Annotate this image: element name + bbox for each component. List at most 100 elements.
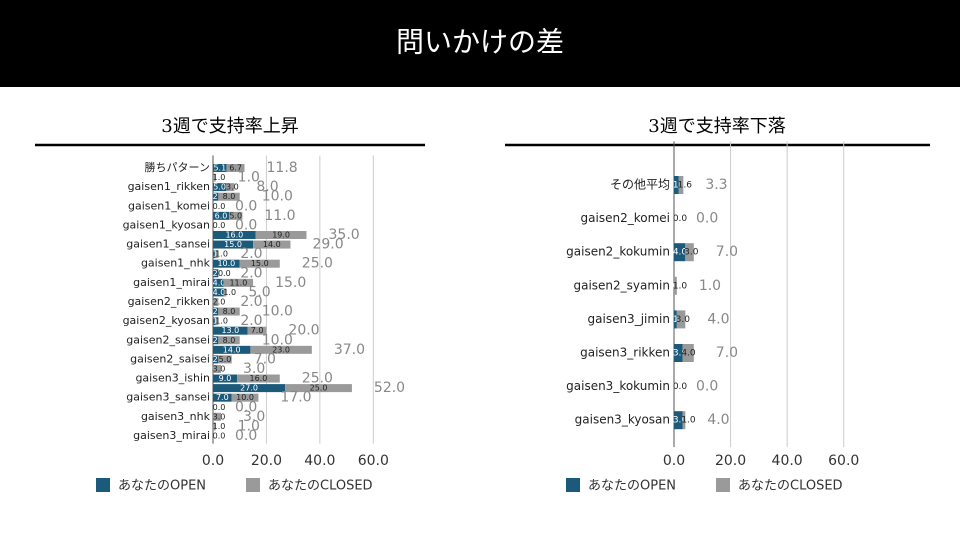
segment-label: 5.0 (213, 183, 226, 192)
segment-label: 0.0 (673, 382, 688, 392)
segment-label: 1.0 (681, 416, 696, 426)
bar-segment (213, 259, 240, 268)
total-label: 11.0 (264, 208, 295, 224)
total-label: 35.0 (329, 227, 360, 243)
category-label: 勝ちパターン (145, 160, 210, 174)
bar-segment (685, 243, 694, 262)
bar-segment (674, 176, 679, 194)
category-label: gaisen2_komei (581, 211, 670, 225)
total-label: 20.0 (288, 323, 319, 339)
total-label: 29.0 (312, 237, 343, 253)
bar-segment (218, 307, 240, 316)
segment-label: 4.0 (673, 248, 688, 258)
segment-label: 0.0 (213, 422, 226, 431)
total-label: 17.0 (280, 390, 311, 406)
bar-segment (231, 393, 259, 402)
category-label: gaisen3_kokumin (566, 379, 670, 393)
bar-segment (213, 374, 238, 383)
category-label: gaisen3_nhk (141, 410, 211, 423)
legend-swatch (246, 478, 260, 492)
bar-segment (213, 173, 216, 182)
segment-label: 5.1 (213, 164, 226, 173)
segment-label: 13.0 (221, 326, 239, 335)
category-label: gaisen3_ishin (135, 372, 210, 385)
bar-segment (218, 355, 232, 364)
segment-label: 7.0 (251, 326, 264, 335)
bar-segment (218, 192, 240, 201)
segment-label: 3.0 (673, 416, 688, 426)
x-tick-label: 60.0 (358, 453, 389, 469)
bar-segment (247, 326, 267, 335)
segment-label: 0.0 (213, 403, 226, 412)
total-label: 3.0 (243, 409, 265, 425)
bar-segment (226, 164, 245, 172)
bar-segment (213, 211, 230, 220)
total-label: 4.0 (707, 311, 729, 327)
bar-segment (213, 240, 254, 249)
bar-segment (213, 384, 286, 393)
segment-label: 8.0 (223, 307, 236, 316)
segment-label: 7.0 (216, 393, 229, 402)
segment-label: 6.0 (215, 211, 228, 220)
segment-label: 14.0 (263, 240, 281, 249)
total-label: 1.0 (238, 418, 260, 434)
total-label: 11.8 (267, 160, 298, 176)
bar-segment (213, 355, 219, 364)
total-label: 3.3 (705, 177, 727, 193)
bar-segment (213, 364, 222, 373)
bar-segment (682, 344, 694, 362)
category-label: gaisen1_mirai (133, 276, 210, 289)
bar-segment (213, 278, 224, 287)
segment-label: 27.0 (240, 384, 258, 393)
segment-label: 0.0 (213, 403, 226, 412)
x-tick-label: 20.0 (715, 453, 746, 469)
category-label: gaisen3_kyosan (575, 413, 670, 427)
chart-title: 3週で支持率上昇 (161, 116, 298, 137)
total-label: 10.0 (262, 332, 293, 348)
total-label: 25.0 (302, 371, 333, 387)
x-tick-label: 40.0 (772, 453, 803, 469)
segment-label: 6.7 (229, 164, 242, 173)
segment-label: 3.0 (213, 412, 226, 421)
bar-segment (213, 192, 219, 201)
bar-segment (229, 211, 243, 220)
total-label: 3.0 (243, 361, 265, 377)
x-tick-label: 0.0 (663, 453, 685, 469)
segment-label: 2.0 (213, 297, 226, 306)
total-label: 5.0 (248, 284, 270, 300)
segment-label: 1.0 (673, 281, 688, 291)
segment-label: 5.0 (229, 211, 242, 220)
bar-segment (213, 326, 248, 335)
bar-segment (213, 422, 216, 431)
total-label: 7.0 (716, 244, 738, 260)
category-label: gaisen3_rikken (580, 346, 670, 360)
segment-label: 3.0 (226, 183, 239, 192)
segment-label: 0.0 (218, 269, 231, 278)
category-label: その他平均 (610, 178, 670, 192)
segment-label: 3.0 (213, 364, 226, 373)
total-label: 7.0 (716, 345, 738, 361)
total-label: 52.0 (374, 380, 405, 396)
segment-label: 8.0 (223, 336, 236, 345)
bar-segment (674, 276, 677, 295)
segment-label: 0.0 (673, 214, 688, 224)
segment-label: 0.0 (213, 431, 226, 440)
category-label: gaisen3_mirai (133, 429, 210, 442)
legend-swatch (716, 478, 730, 492)
segment-label: 1.0 (223, 288, 236, 297)
x-tick-label: 60.0 (828, 453, 859, 469)
category-label: gaisen1_nhk (141, 257, 211, 270)
total-label: 10.0 (262, 304, 293, 320)
segment-label: 10.0 (217, 259, 235, 268)
segment-label: 0.0 (673, 281, 688, 291)
segment-label: 1.0 (213, 250, 226, 259)
bar-segment (674, 243, 686, 262)
category-label: gaisen2_saisei (130, 352, 210, 365)
bar-segment (676, 310, 686, 329)
legend-swatch (96, 478, 110, 492)
segment-label: 3.0 (676, 315, 691, 325)
bar-segment (237, 374, 280, 383)
category-label: gaisen2_sansei (126, 333, 210, 346)
bar-segment (213, 164, 227, 172)
